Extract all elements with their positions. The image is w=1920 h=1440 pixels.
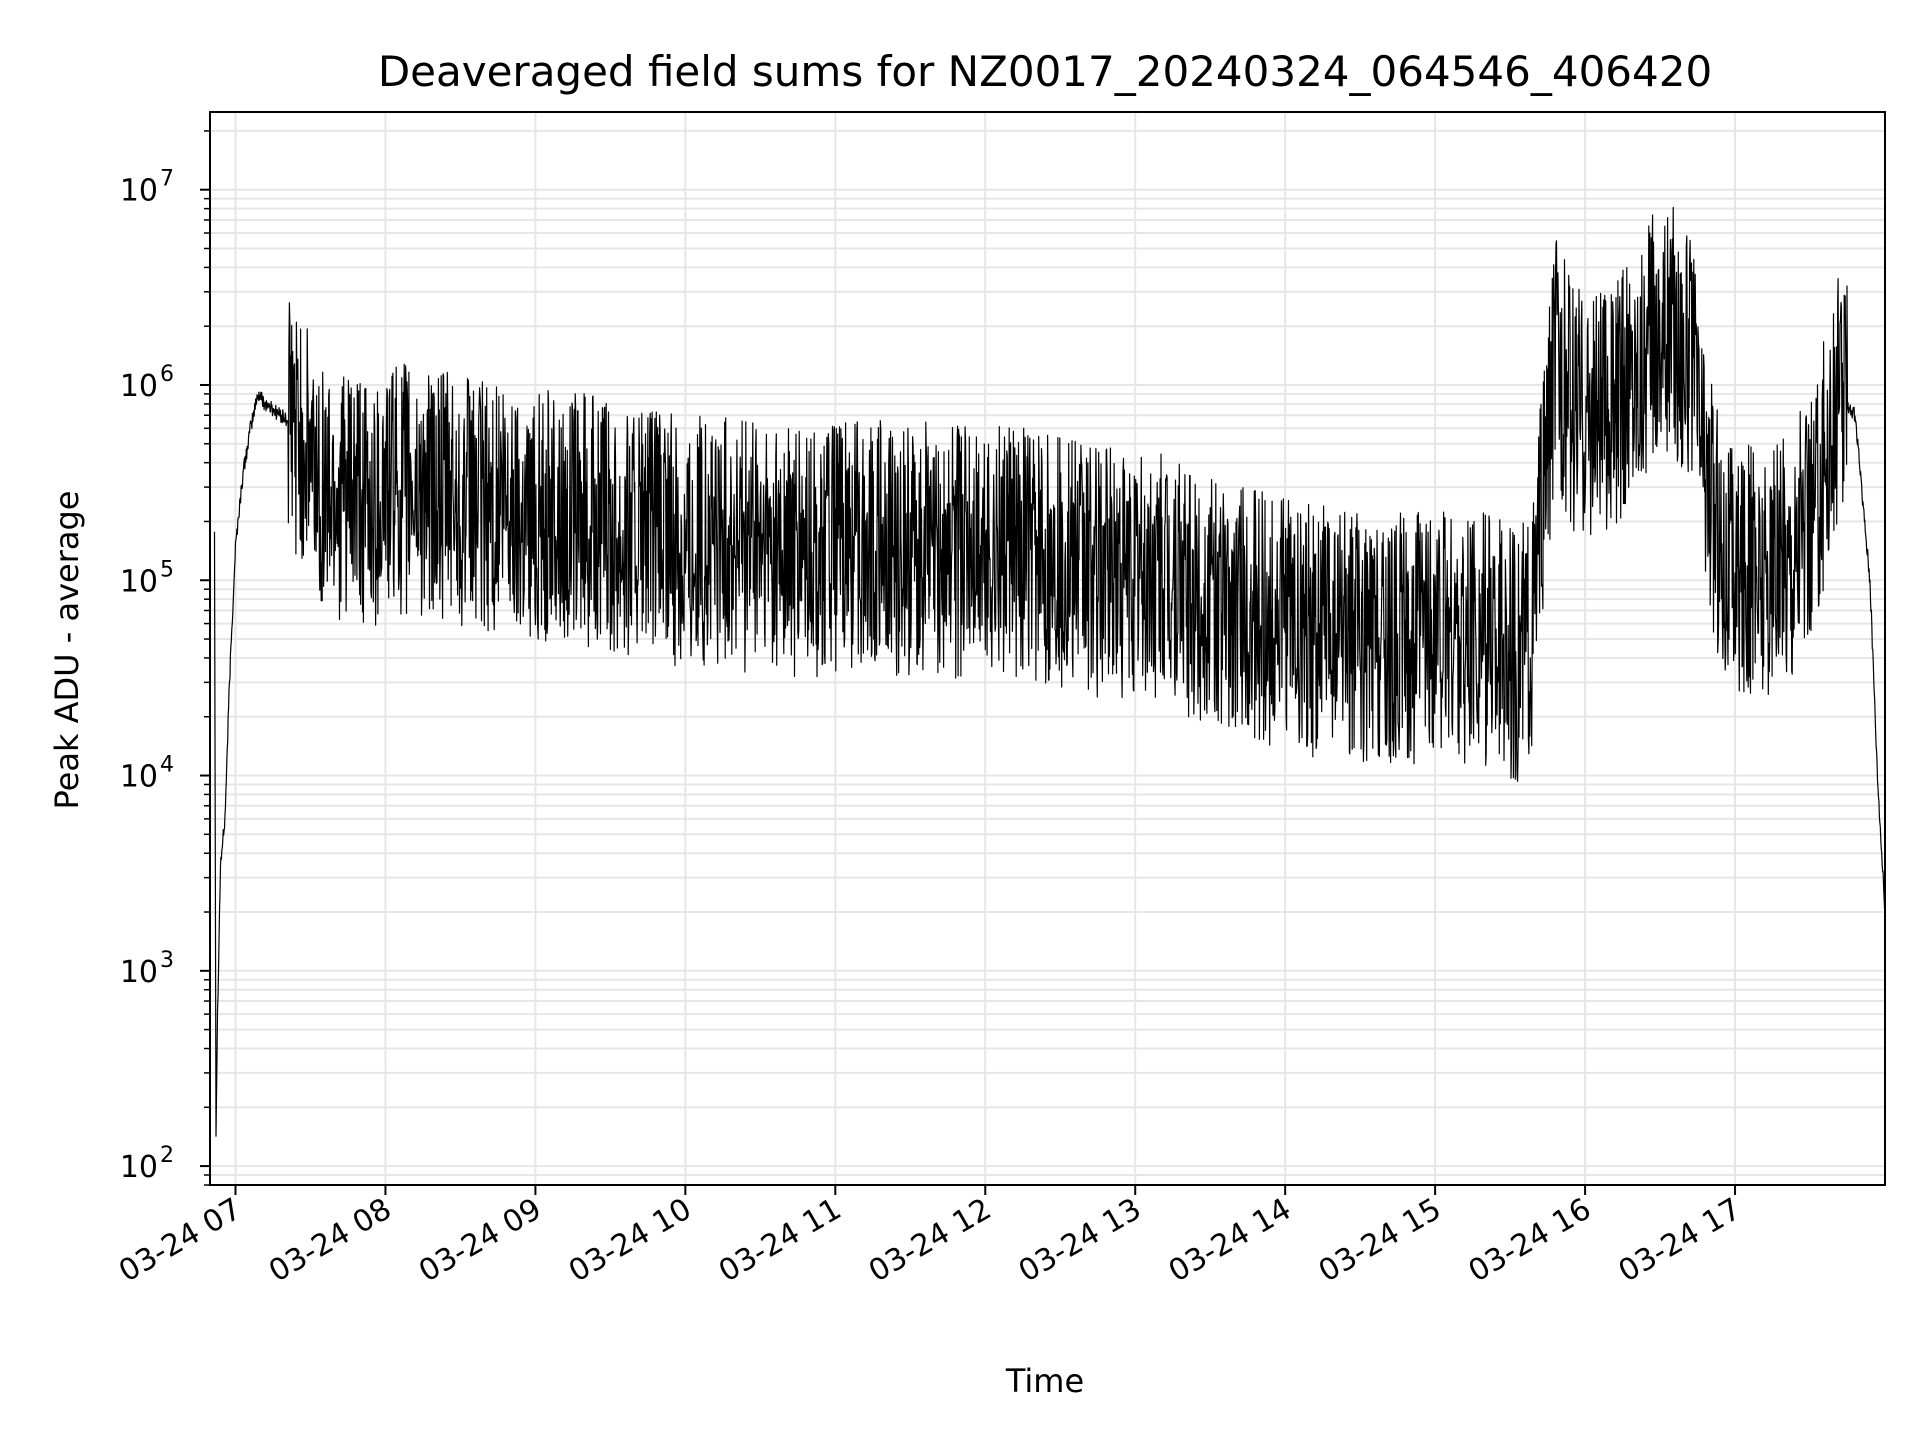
- y-tick-label: 10: [120, 760, 158, 795]
- y-tick-label: 10: [120, 1150, 158, 1185]
- y-tick-label: 10: [120, 564, 158, 599]
- x-axis-title: Time: [1005, 1362, 1084, 1400]
- chart-title: Deaveraged field sums for NZ0017_2024032…: [378, 47, 1712, 96]
- y-tick-label: 10: [120, 174, 158, 209]
- series-line: [213, 206, 1886, 1137]
- y-tick-exponent: 2: [160, 1143, 174, 1168]
- y-tick-exponent: 4: [160, 753, 174, 778]
- y-axis-title: Peak ADU - average: [48, 491, 86, 810]
- y-tick-label: 10: [120, 369, 158, 404]
- plot-frame: [209, 111, 1886, 1186]
- series-group: [213, 206, 1886, 1137]
- y-tick-exponent: 7: [160, 167, 174, 192]
- y-tick-exponent: 6: [160, 362, 174, 387]
- y-tick-exponent: 3: [160, 948, 174, 973]
- y-tick-exponent: 5: [160, 557, 174, 582]
- y-tick-label: 10: [120, 955, 158, 990]
